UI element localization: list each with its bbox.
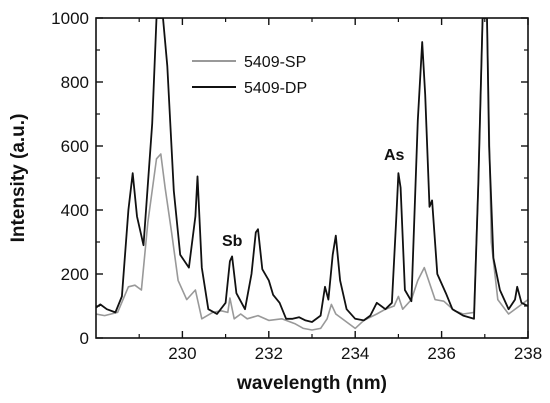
y-tick-label: 600 xyxy=(61,137,89,156)
plot-area xyxy=(96,18,528,338)
annotation-sb: Sb xyxy=(222,233,243,250)
legend: 5409-SP 5409-DP xyxy=(192,54,307,97)
legend-label-dp: 5409-DP xyxy=(244,80,307,97)
series-line-dp xyxy=(96,18,528,323)
x-axis-label: wavelength (nm) xyxy=(236,373,387,394)
annotation-as: As xyxy=(384,147,405,164)
x-tick-label: 232 xyxy=(255,344,283,363)
x-tick-label: 238 xyxy=(514,344,542,363)
y-tick-label: 800 xyxy=(61,73,89,92)
x-tick-label: 234 xyxy=(341,344,369,363)
y-tick-label: 0 xyxy=(80,329,89,348)
y-tick-label: 200 xyxy=(61,265,89,284)
y-tick-label: 1000 xyxy=(51,9,89,28)
x-tick-label: 230 xyxy=(168,344,196,363)
y-axis-label: Intensity (a.u.) xyxy=(8,114,29,243)
legend-label-sp: 5409-SP xyxy=(244,54,306,71)
x-tick-label: 236 xyxy=(427,344,455,363)
y-tick-label: 400 xyxy=(61,201,89,220)
